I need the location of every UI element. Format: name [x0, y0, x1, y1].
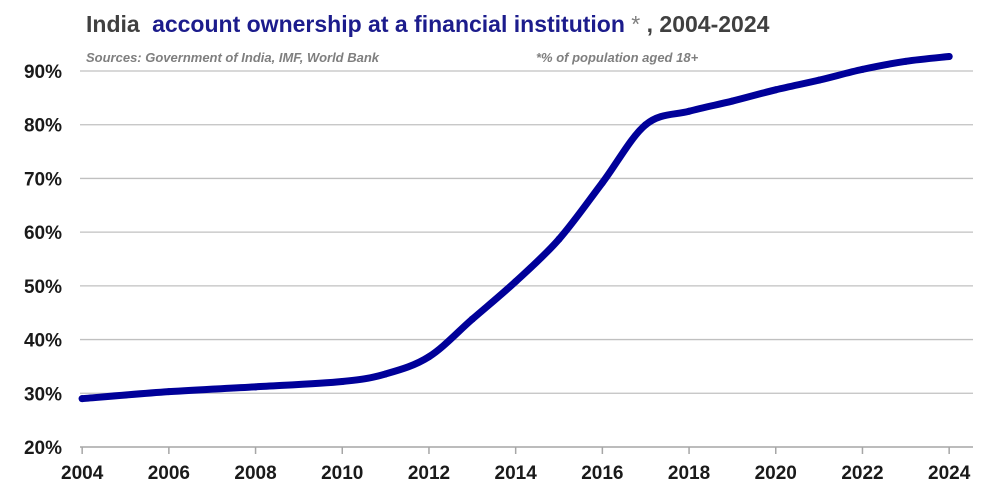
data-point — [772, 86, 780, 94]
data-point — [902, 57, 910, 65]
x-tick-label: 2018 — [668, 463, 710, 484]
x-tick-label: 2010 — [321, 463, 363, 484]
source-note: Sources: Government of India, IMF, World… — [86, 50, 380, 65]
title-star: * — [631, 11, 640, 37]
account-ownership-line — [78, 53, 953, 403]
data-point — [252, 383, 260, 391]
x-tick-label: 2008 — [234, 463, 276, 484]
plot-series — [78, 52, 953, 403]
x-tick-label: 2014 — [495, 463, 538, 484]
y-tick-label: 40% — [24, 331, 62, 352]
x-axis-ticks: 2004 2006 2008 2010 2012 2014 2016 2018 2020 2022… — [61, 447, 971, 484]
y-tick-label: 20% — [24, 438, 62, 459]
x-tick-label: 2024 — [928, 463, 971, 484]
y-tick-label: 60% — [24, 223, 62, 244]
x-tick-label: 2016 — [581, 463, 623, 484]
data-point — [468, 315, 476, 323]
data-point — [512, 278, 520, 286]
y-tick-label: 90% — [24, 62, 62, 83]
x-tick-label: 2020 — [755, 463, 797, 484]
population-footnote: *% of population aged 18+ — [536, 50, 699, 65]
x-tick-label: 2006 — [148, 463, 190, 484]
title-metric: account ownership at a financial institu… — [152, 11, 625, 37]
y-axis-ticks: 20% 30% 40% 50% 60% 70% 80% 90% — [24, 62, 62, 459]
data-point — [728, 97, 736, 105]
data-point — [338, 377, 346, 385]
gridlines — [80, 70, 973, 448]
title-country: India — [86, 11, 140, 37]
data-point — [382, 370, 390, 378]
y-tick-label: 50% — [24, 277, 62, 298]
data-point — [555, 235, 563, 243]
x-tick-label: 2004 — [61, 463, 104, 484]
chart-title: India account ownership at a financial i… — [86, 11, 770, 37]
x-tick-label: 2012 — [408, 463, 450, 484]
y-tick-label: 30% — [24, 384, 62, 405]
data-point — [685, 107, 693, 115]
title-period: , 2004-2024 — [647, 11, 770, 37]
data-point — [642, 121, 650, 129]
data-point — [945, 52, 953, 60]
y-tick-label: 80% — [24, 116, 62, 137]
data-point — [598, 179, 606, 187]
data-point — [78, 395, 86, 403]
data-point — [165, 388, 173, 396]
y-tick-label: 70% — [24, 169, 62, 190]
x-tick-label: 2022 — [841, 463, 883, 484]
data-point — [858, 65, 866, 73]
data-point — [815, 76, 823, 84]
data-point — [425, 353, 433, 361]
